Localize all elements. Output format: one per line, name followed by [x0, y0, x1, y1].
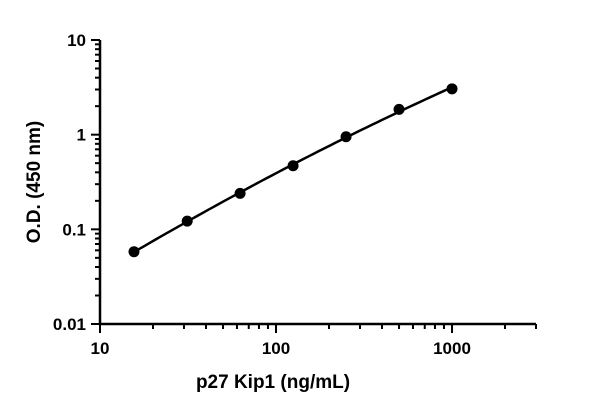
axes	[98, 40, 536, 326]
x-tick-label: 1000	[433, 339, 471, 358]
data-point	[234, 187, 246, 199]
data-point	[128, 246, 140, 258]
y-tick-label: 0.1	[62, 220, 86, 239]
data-point	[287, 160, 299, 172]
x-tick-label: 100	[262, 339, 290, 358]
y-tick-label: 1	[77, 126, 86, 145]
data-point	[393, 103, 405, 115]
y-tick-label: 0.01	[53, 315, 86, 334]
x-tick-label: 10	[91, 339, 110, 358]
ticks: 10 100 1000 0.01 0.1 1 10	[53, 31, 537, 358]
y-axis-title: O.D. (450 nm)	[24, 121, 45, 243]
x-axis-title: p27 Kip1 (ng/mL)	[196, 372, 350, 393]
data-point	[446, 83, 458, 95]
y-tick-label: 10	[67, 31, 86, 50]
data-point	[181, 215, 193, 227]
data-points	[128, 83, 458, 258]
data-point	[340, 131, 352, 143]
